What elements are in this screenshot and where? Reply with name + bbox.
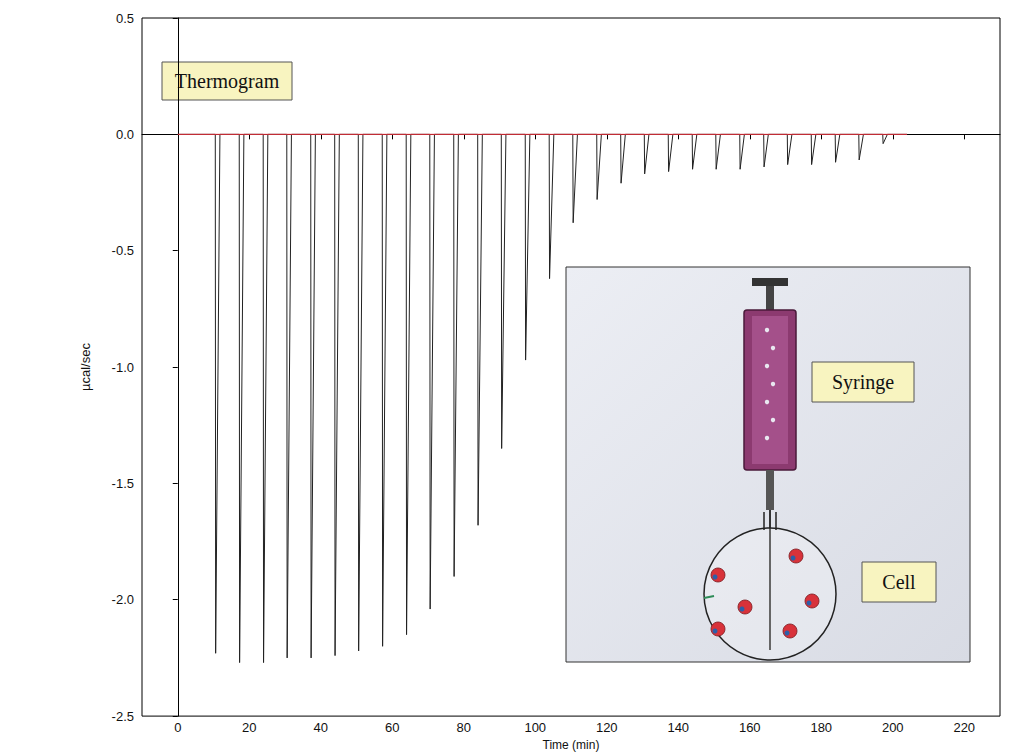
svg-text:40: 40 bbox=[314, 720, 328, 735]
svg-text:Time (min): Time (min) bbox=[543, 738, 600, 752]
svg-text:180: 180 bbox=[810, 720, 832, 735]
svg-text:-2.5: -2.5 bbox=[112, 709, 134, 724]
svg-text:120: 120 bbox=[596, 720, 618, 735]
svg-text:-2.0: -2.0 bbox=[112, 592, 134, 607]
svg-text:Syringe: Syringe bbox=[832, 371, 894, 394]
svg-text:-0.5: -0.5 bbox=[112, 243, 134, 258]
svg-text:200: 200 bbox=[882, 720, 904, 735]
svg-text:µcal/sec: µcal/sec bbox=[78, 343, 93, 391]
svg-text:Thermogram: Thermogram bbox=[175, 70, 280, 93]
svg-text:20: 20 bbox=[242, 720, 256, 735]
svg-text:Cell: Cell bbox=[882, 571, 916, 593]
svg-text:220: 220 bbox=[953, 720, 975, 735]
svg-text:140: 140 bbox=[667, 720, 689, 735]
svg-text:80: 80 bbox=[457, 720, 471, 735]
svg-text:-1.5: -1.5 bbox=[112, 476, 134, 491]
svg-text:0: 0 bbox=[174, 720, 181, 735]
svg-text:100: 100 bbox=[524, 720, 546, 735]
svg-text:0.0: 0.0 bbox=[116, 127, 134, 142]
svg-text:0.5: 0.5 bbox=[116, 11, 134, 26]
svg-text:-1.0: -1.0 bbox=[112, 360, 134, 375]
svg-text:60: 60 bbox=[385, 720, 399, 735]
svg-text:160: 160 bbox=[739, 720, 761, 735]
